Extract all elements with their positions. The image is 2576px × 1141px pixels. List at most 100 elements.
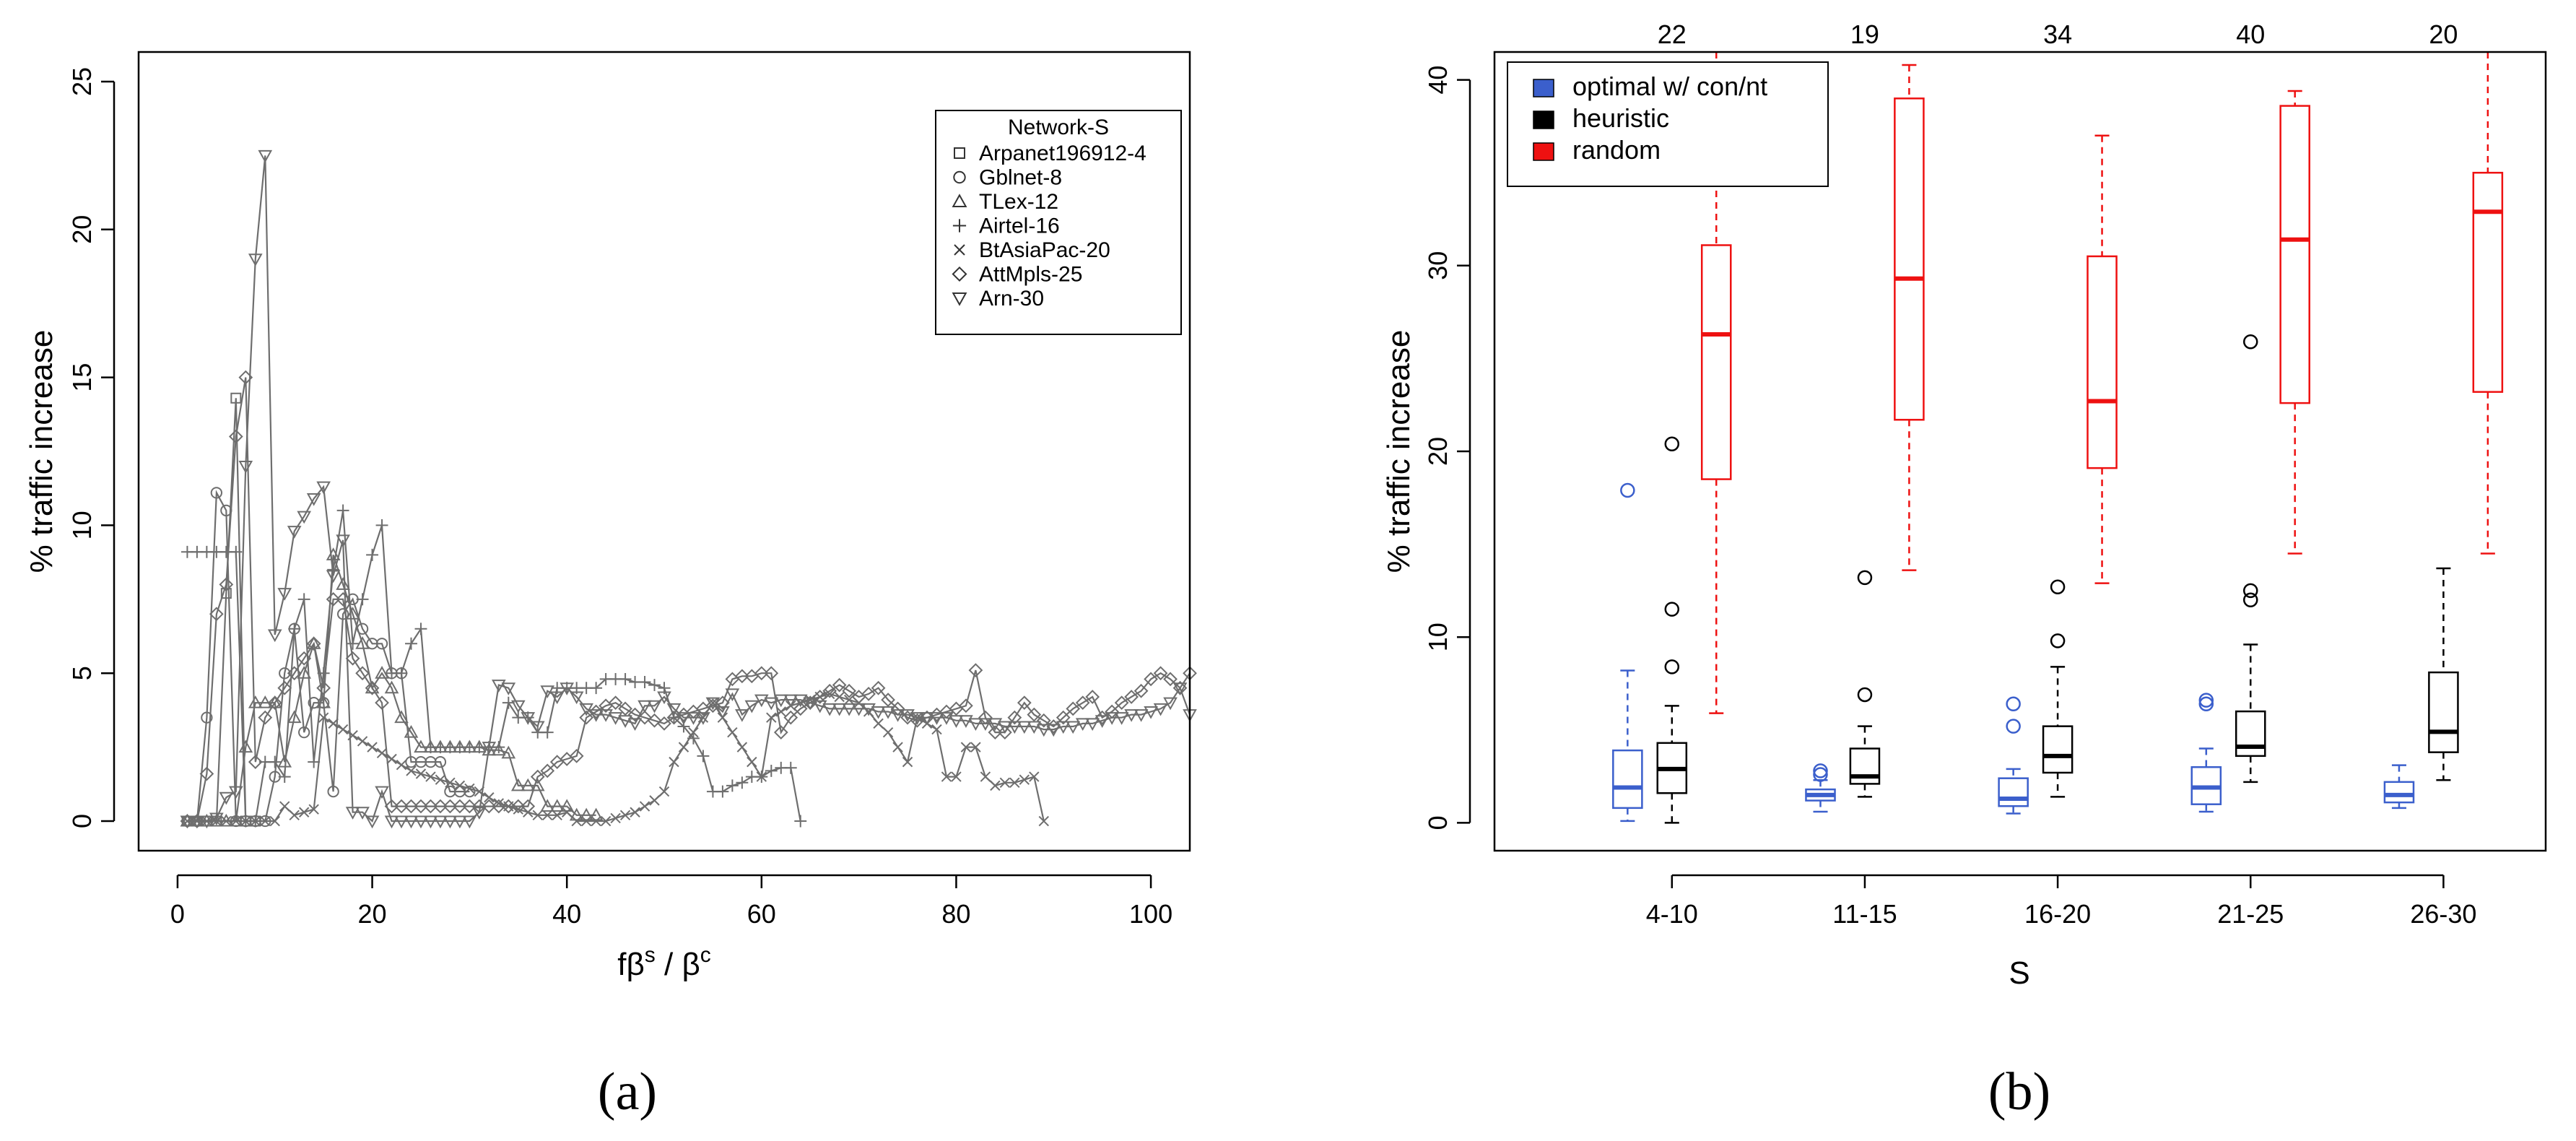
b-outlier [2243,583,2258,599]
a-point [754,694,769,708]
a-point [608,695,623,711]
a-point [443,799,458,814]
a-point [510,700,526,713]
a-point [365,815,380,829]
b-outlier [1664,602,1680,617]
a-point [258,710,273,725]
b-xtick-label: 21-25 [2217,899,2284,929]
a-point [260,815,271,827]
b-box-heuristic [1849,570,1881,798]
a-point [599,709,613,722]
b-outlier [2006,719,2021,734]
b-outlier [2198,696,2214,712]
a-point [822,703,837,716]
a-point [492,741,505,754]
a-point [1153,666,1168,681]
a-point [541,726,554,739]
a-xtick-label: 20 [358,899,387,929]
a-point [308,755,321,768]
a-point [851,703,866,716]
a-point [1036,713,1051,728]
b-xtick-label: 26-30 [2410,899,2476,929]
a-point [210,487,223,499]
a-point [627,718,643,732]
a-point [1105,712,1119,725]
a-xtick-label: 40 [552,899,581,929]
a-ytick-label: 0 [67,814,97,828]
a-point [978,718,993,732]
a-point [619,672,632,685]
a-point [542,810,553,821]
a-point [454,780,466,791]
a-point [298,726,310,739]
a-point [666,703,682,716]
a-point [491,799,506,814]
a-point [375,519,388,532]
a-point [832,677,847,693]
a-series-line [187,155,1191,823]
a-point [988,725,1003,740]
a-point [861,687,876,701]
b-box-rect [2428,671,2459,753]
a-point [318,712,329,723]
a-xtick-label: 80 [941,899,970,929]
a-point [326,570,341,583]
a-point [1114,695,1129,711]
a-legend-label: TLex-12 [979,190,1058,214]
a-point [230,545,243,558]
a-point [998,721,1012,734]
a-point [842,703,856,716]
a-point [610,812,621,824]
a-point [716,785,729,798]
a-point [939,712,954,725]
a-point [571,815,582,827]
a-point [297,511,312,524]
b-box-random [2472,52,2504,555]
a-point [510,799,526,814]
a-point [1124,690,1139,704]
a-point [726,779,739,792]
a-point [968,663,983,677]
a-point [248,253,263,266]
b-box-random [1894,64,1925,571]
panel-a-chart: 0 20 40 60 80 100 0 5 10 15 20 25 % traffic increas… [24,51,1197,1122]
a-series-arn-30 [180,149,1197,829]
a-point [521,778,536,791]
a-point [240,815,251,827]
a-point [434,755,447,768]
a-point [297,651,312,666]
a-point [228,786,243,799]
b-xtick-label: 16-20 [2024,899,2091,929]
a-point [278,771,291,784]
a-point [472,807,487,820]
a-point [549,799,565,812]
a-point [658,786,670,797]
a-point [288,622,301,635]
b-top-count: 22 [1658,19,1687,49]
b-box-optimal [2190,693,2222,813]
a-point [649,795,660,806]
a-point [406,765,417,776]
b-outlier [2006,696,2021,712]
a-point [435,774,446,785]
b-box-rect [2087,255,2118,469]
a-series-attmpls-25 [180,370,1197,828]
a-ytick-label: 5 [67,666,97,680]
a-point [783,710,799,725]
a-point [482,799,497,814]
a-point [414,799,428,814]
a-point [180,815,195,829]
a-point [725,688,740,702]
a-point [1163,672,1178,687]
a-point [462,815,477,829]
b-top-count: 40 [2236,19,2265,49]
a-point [199,766,214,781]
a-point [228,429,243,444]
a-point [501,682,516,695]
a-point [199,815,214,829]
a-point [491,680,506,693]
a-ytick-label: 20 [67,215,97,244]
a-legend-marker [953,170,966,184]
a-point [882,726,894,738]
a-point [764,666,779,681]
